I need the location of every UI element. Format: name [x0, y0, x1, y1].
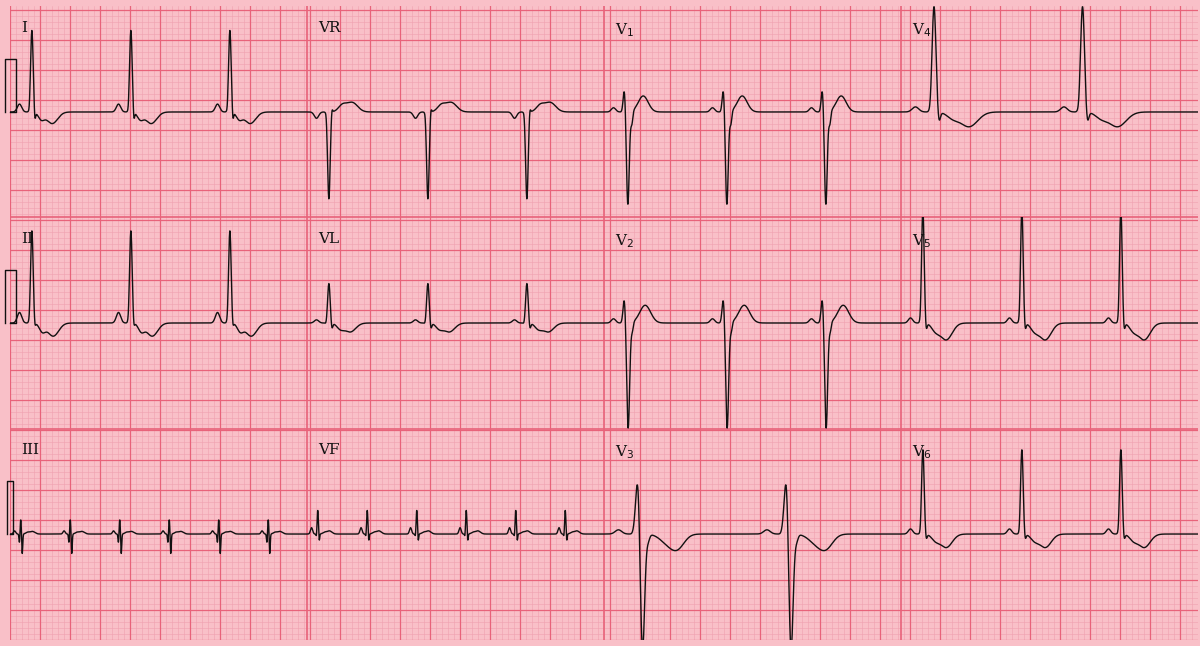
Text: V$_5$: V$_5$	[912, 233, 931, 250]
Text: III: III	[22, 443, 40, 457]
Text: V$_2$: V$_2$	[616, 233, 635, 250]
Text: V$_3$: V$_3$	[616, 443, 635, 461]
Text: V$_1$: V$_1$	[616, 21, 635, 39]
Text: V$_4$: V$_4$	[912, 21, 932, 39]
Text: VL: VL	[318, 233, 340, 246]
Text: I: I	[22, 21, 28, 36]
Text: II: II	[22, 233, 34, 246]
Text: VF: VF	[318, 443, 340, 457]
Text: VR: VR	[318, 21, 341, 36]
Text: V$_6$: V$_6$	[912, 443, 932, 461]
